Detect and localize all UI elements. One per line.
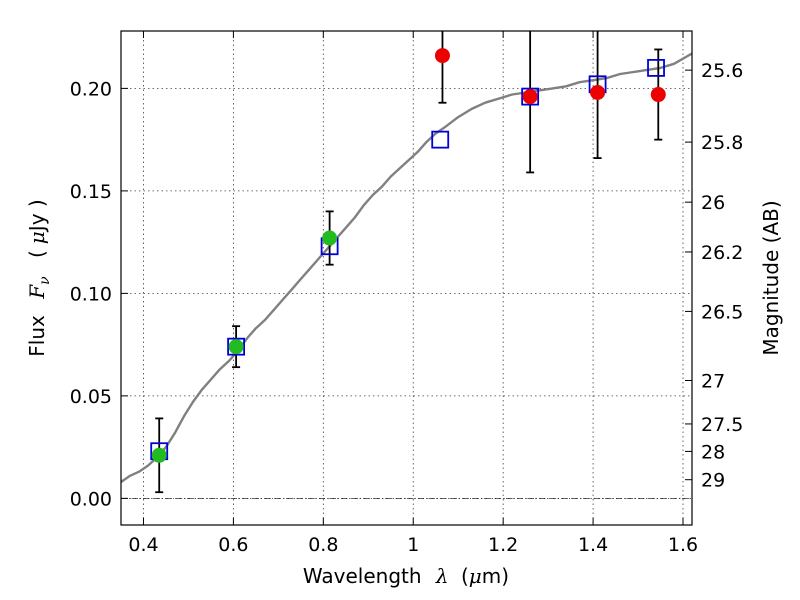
detection-point (151, 447, 167, 463)
magnitude-tick-label: 28 (701, 441, 725, 463)
detection-point (228, 339, 244, 355)
magnitude-tick-label: 27.5 (701, 414, 743, 436)
nir-detection-point (650, 87, 666, 103)
nir-detection-point (590, 84, 606, 100)
x-axis-title: Wavelength λ (μm) (303, 564, 509, 588)
x-tick-label: 1.2 (488, 534, 518, 556)
model-photometry-square (521, 87, 540, 106)
y-axis-title: Flux Fν ( μJy ) (25, 199, 54, 356)
x-axis-unit-rest: m) (482, 564, 509, 588)
x-axis-title-word: Wavelength (303, 564, 422, 588)
x-tick-label: 0.8 (308, 534, 338, 556)
y-axis-unit-open: ( (25, 250, 49, 258)
model-photometry-square (431, 130, 450, 149)
magnitude-tick-label: 26.2 (701, 242, 743, 264)
x-tick-label: 0.4 (128, 534, 158, 556)
detection-point (322, 230, 338, 246)
y-tick-label: 0.20 (70, 78, 112, 100)
x-axis-symbol: λ (435, 564, 449, 588)
y-tick-label: 0.10 (70, 283, 112, 305)
x-axis-unit-open: ( (461, 564, 469, 588)
magnitude-tick-label: 25.6 (701, 60, 743, 82)
y-tick-label: 0.05 (70, 386, 112, 408)
magnitude-axis-title: Magnitude (AB) (759, 200, 783, 355)
y-tick-label: 0.15 (70, 181, 112, 203)
plot-area (121, 31, 692, 494)
y-tick-label: 0.00 (70, 488, 112, 510)
y-axis-symbol: F (25, 284, 49, 300)
magnitude-tick-label: 27 (701, 370, 725, 392)
x-tick-label: 1 (407, 534, 419, 556)
magnitude-tick-label: 29 (701, 470, 725, 492)
y-axis-subscript: ν (37, 276, 53, 285)
x-tick-label: 1.6 (668, 534, 698, 556)
grid-lines (121, 31, 692, 525)
plot-frame (120, 30, 693, 526)
y-axis-unit-rest: Jy ) (25, 199, 49, 233)
model-photometry-square (227, 337, 245, 356)
nir-detection-point (522, 89, 538, 105)
x-tick-label: 0.6 (218, 534, 248, 556)
nir-detection-point (434, 48, 450, 64)
model-photometry-square (647, 58, 665, 77)
x-axis-unit-mu: μ (469, 564, 482, 588)
magnitude-tick-label: 26.5 (701, 301, 743, 323)
y-axis-unit-mu: μ (25, 231, 49, 244)
x-tick-label: 1.4 (578, 534, 608, 556)
y-axis-title-word: Flux (25, 315, 49, 357)
model-spectrum-line (121, 52, 692, 483)
magnitude-tick-label: 25.8 (701, 132, 743, 154)
axis-ticks: 0.4 0.6 0.8 1 1.2 1.4 1.6 0.00 0.05 0.10 0.15 0.20 2… (70, 31, 743, 556)
magnitude-tick-label: 26 (701, 192, 725, 214)
